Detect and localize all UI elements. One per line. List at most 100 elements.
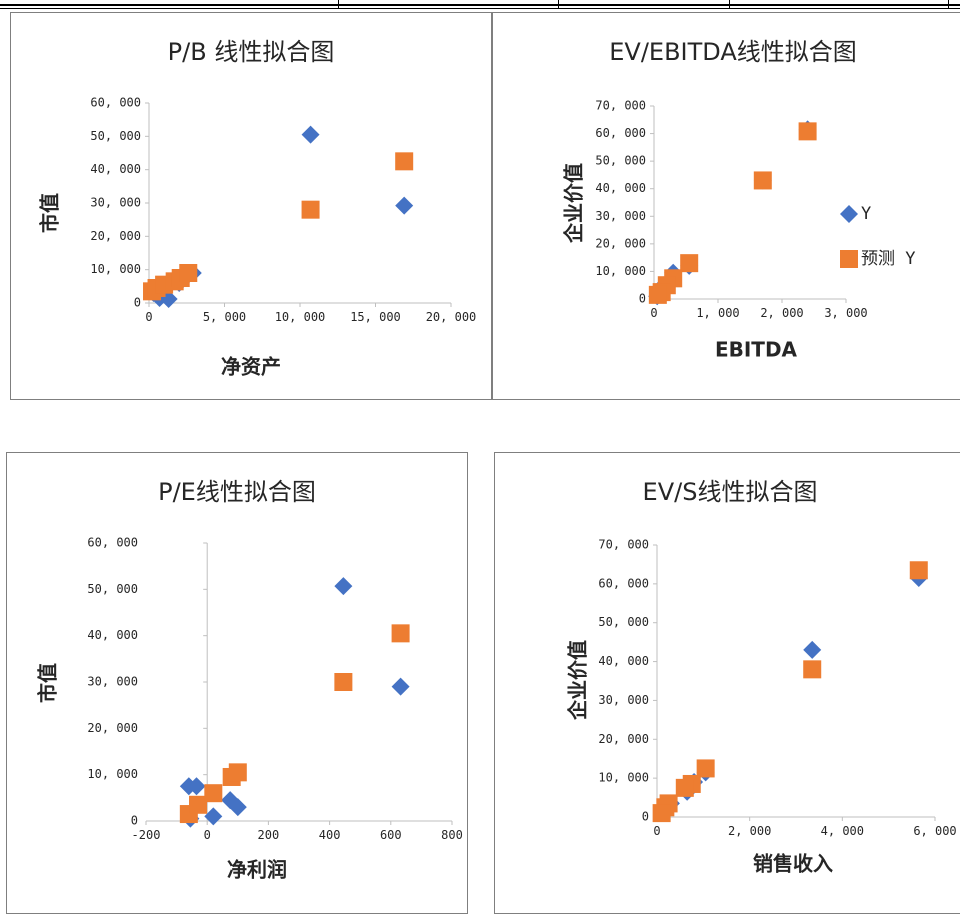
y-tick-label: 0 [134, 296, 141, 310]
y-tick-label: 60, 000 [598, 576, 649, 590]
y-tick-label: 70, 000 [598, 538, 649, 552]
data-point-y [204, 807, 223, 826]
x-tick-label: 0 [204, 828, 211, 842]
y-tick-label: 40, 000 [90, 162, 141, 176]
x-axis-label: EBITDA [715, 338, 798, 362]
table-column-divider [729, 0, 730, 8]
y-tick-label: 10, 000 [90, 262, 141, 276]
x-tick-label: 5, 000 [203, 310, 246, 324]
y-tick-label: 60, 000 [90, 96, 141, 110]
y-axis-label: 市值 [36, 663, 60, 703]
legend-marker [840, 250, 858, 268]
x-tick-label: 4, 000 [821, 824, 864, 838]
chart-pb-panel: P/B 线性拟合图 净资产 市值 0 10, 000 20, 000 30, 000 40, … [10, 12, 492, 400]
y-tick-label: 0 [639, 292, 646, 306]
y-tick-label: 60, 000 [87, 536, 138, 550]
data-point-y [803, 640, 822, 659]
chart-ev-ebitda: EV/EBITDA线性拟合图 EBITDA 企业价值 0 10, 000 20, 000 3… [562, 38, 916, 362]
data-point-predicted-y [696, 759, 715, 778]
y-tick-label: 50, 000 [598, 615, 649, 629]
y-axis-label: 企业价值 [566, 640, 590, 721]
x-tick-label: 0 [145, 310, 152, 324]
x-tick-label: 2, 000 [760, 306, 803, 320]
y-tick-label: 10, 000 [595, 264, 646, 278]
x-tick-label: 15, 000 [350, 310, 401, 324]
chart-title: P/E线性拟合图 [158, 478, 316, 506]
chart-pe-panel: P/E线性拟合图净利润 市值 0 10, 000 20, 000 30, 000 40, 0… [6, 452, 468, 914]
table-rule-top [0, 4, 960, 6]
y-tick-label: 20, 000 [598, 732, 649, 746]
data-point-y [187, 777, 206, 796]
chart-title: EV/S线性拟合图 [643, 478, 818, 506]
y-tick-label: 60, 000 [595, 126, 646, 140]
y-tick-label: 10, 000 [598, 771, 649, 785]
y-tick-label: 70, 000 [595, 99, 646, 113]
y-tick-label: 20, 000 [87, 721, 138, 735]
data-point-predicted-y [680, 254, 699, 273]
data-point-predicted-y [204, 784, 223, 803]
x-tick-label: 0 [653, 824, 660, 838]
x-tick-label: 600 [380, 828, 402, 842]
y-tick-label: 20, 000 [595, 236, 646, 250]
data-point-predicted-y [803, 660, 822, 679]
y-tick-label: 40, 000 [598, 654, 649, 668]
x-tick-label: 1, 000 [696, 306, 739, 320]
table-column-divider [948, 0, 949, 8]
x-axis-label: 销售收入 [753, 852, 833, 876]
x-tick-label: 2, 000 [728, 824, 771, 838]
data-point-y [395, 196, 414, 215]
y-axis-label: 企业价值 [562, 163, 586, 244]
chart-ev-ebitda-panel: EV/EBITDA线性拟合图 EBITDA 企业价值 0 10, 000 20, 000 3… [492, 12, 960, 400]
legend-label: 预测 Y [861, 249, 915, 269]
data-point-y [391, 677, 410, 696]
y-tick-label: 40, 000 [595, 181, 646, 195]
x-tick-label: 10, 000 [275, 310, 326, 324]
data-point-y [334, 577, 353, 596]
data-point-y [221, 791, 240, 810]
data-point-predicted-y [909, 561, 928, 580]
data-point-y [301, 125, 320, 144]
chart-ev-s-panel: EV/S线性拟合图销售收入 企业价值 0 10, 000 20, 000 30, 000 4… [494, 452, 960, 914]
y-tick-label: 50, 000 [595, 154, 646, 168]
data-point-predicted-y [675, 778, 694, 797]
y-tick-label: 40, 000 [87, 628, 138, 642]
x-axis-label: 净资产 [221, 355, 281, 379]
data-point-predicted-y [189, 795, 208, 814]
data-point-y [228, 798, 247, 817]
chart-title: P/B 线性拟合图 [168, 38, 335, 66]
table-rule-bottom [0, 8, 960, 9]
data-point-predicted-y [301, 200, 320, 219]
y-tick-label: 50, 000 [87, 582, 138, 596]
x-tick-label: 200 [258, 828, 280, 842]
data-point-predicted-y [648, 285, 667, 304]
y-tick-label: 0 [131, 814, 138, 828]
x-tick-label: 6, 000 [913, 824, 956, 838]
y-tick-label: 30, 000 [598, 693, 649, 707]
data-point-predicted-y [179, 264, 198, 282]
y-tick-label: 50, 000 [90, 129, 141, 143]
y-tick-label: 30, 000 [90, 196, 141, 210]
y-tick-label: 30, 000 [87, 675, 138, 689]
y-tick-label: 20, 000 [90, 229, 141, 243]
x-tick-label: -200 [132, 828, 161, 842]
x-axis-label: 净利润 [227, 858, 287, 882]
table-column-divider [558, 0, 559, 8]
legend-marker [840, 205, 858, 223]
y-tick-label: 30, 000 [595, 209, 646, 223]
data-point-predicted-y [334, 673, 353, 691]
data-point-predicted-y [798, 122, 817, 141]
data-point-predicted-y [753, 171, 772, 190]
legend-label: Y [861, 204, 871, 224]
y-tick-label: 10, 000 [87, 767, 138, 781]
table-column-divider [338, 0, 339, 8]
y-tick-label: 0 [642, 810, 649, 824]
data-point-predicted-y [391, 624, 410, 643]
x-tick-label: 800 [441, 828, 463, 842]
x-tick-label: 400 [319, 828, 341, 842]
data-point-predicted-y [395, 152, 414, 171]
x-tick-label: 0 [650, 306, 657, 320]
data-point-predicted-y [228, 763, 247, 782]
